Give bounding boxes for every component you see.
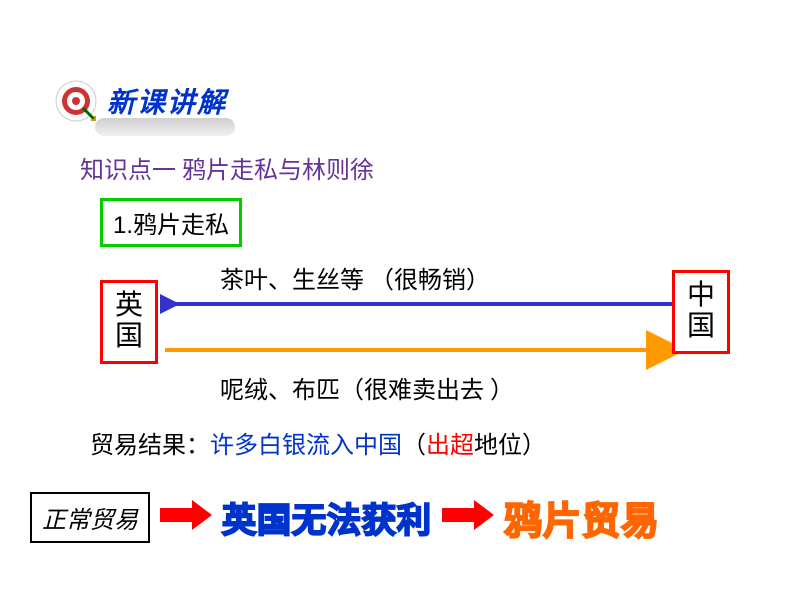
target-icon <box>55 80 97 122</box>
result-blue-text: 许多白银流入中国 <box>210 433 402 459</box>
flow-arrow-1 <box>158 498 214 537</box>
result-prefix: 贸易结果： <box>90 433 210 459</box>
bottom-arrow-label: 呢绒、布匹（很难卖出去 ） <box>220 370 514 405</box>
flow-row: 正常贸易 英国无法获利 鸦片贸易 <box>30 490 660 545</box>
flow-arrow-2 <box>440 498 496 537</box>
trade-diagram: 茶叶、生丝等 （很畅销） 英 国 中 国 呢绒、布匹（很难卖出去 ） <box>100 260 700 400</box>
top-arrow-label: 茶叶、生丝等 （很畅销） <box>220 260 490 295</box>
result-after: 地位） <box>474 433 546 459</box>
section-header: 新课讲解 <box>55 80 227 122</box>
trade-result: 贸易结果：许多白银流入中国（出超地位） <box>90 425 546 460</box>
uk-no-profit-text: 英国无法获利 <box>222 493 432 542</box>
arrows <box>160 292 690 372</box>
opium-trade-text: 鸦片贸易 <box>504 490 660 545</box>
knowledge-point-label: 知识点一 鸦片走私与林则徐 <box>80 150 374 185</box>
result-red-text: 出超 <box>426 433 474 459</box>
normal-trade-box: 正常贸易 <box>30 492 150 543</box>
uk-box: 英 国 <box>100 280 158 364</box>
subtitle-box: 1.鸦片走私 <box>100 198 242 247</box>
header-title: 新课讲解 <box>107 81 227 121</box>
china-box: 中 国 <box>672 270 730 354</box>
result-paren-open: （ <box>402 433 426 459</box>
